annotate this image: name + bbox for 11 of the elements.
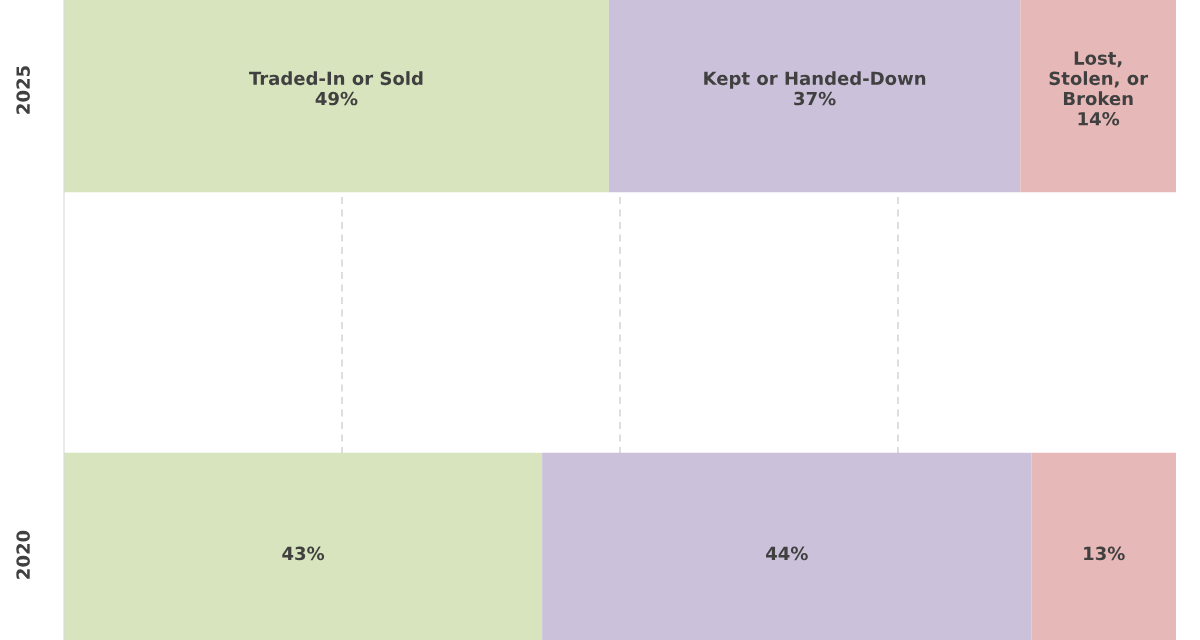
data-label: 13% <box>1084 546 1125 561</box>
y-tick-label: 2020 <box>16 530 30 579</box>
data-label: 44% <box>766 546 808 561</box>
series-label: Traded-In or Sold <box>249 71 423 86</box>
data-label: 49% <box>315 91 358 106</box>
data-label: 14% <box>1078 111 1120 126</box>
series-label: Kept or Handed-Down <box>704 71 926 89</box>
data-label: 43% <box>282 546 325 561</box>
series-label: Lost, Stolen, or Broken <box>1049 51 1148 106</box>
data-label: 37% <box>794 91 836 106</box>
y-tick-label: 2025 <box>16 66 30 114</box>
